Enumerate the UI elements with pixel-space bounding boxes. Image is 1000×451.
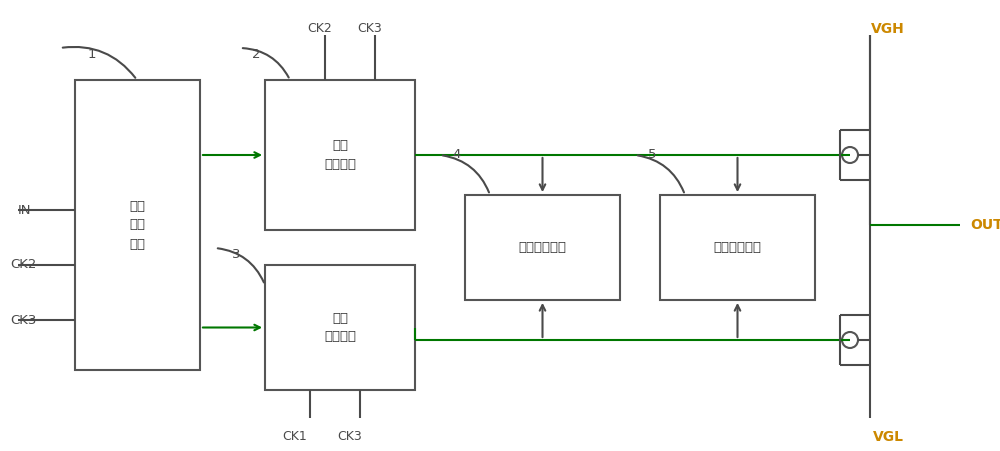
Text: CK3: CK3 xyxy=(358,22,382,35)
Text: 输入
控制
单元: 输入 控制 单元 xyxy=(130,199,146,250)
Bar xyxy=(465,195,620,300)
Text: 5: 5 xyxy=(648,148,656,161)
Text: CK2: CK2 xyxy=(10,258,36,272)
Circle shape xyxy=(842,147,858,163)
Text: 第二上拉单元: 第二上拉单元 xyxy=(714,241,762,254)
Text: 第二
下拉单元: 第二 下拉单元 xyxy=(324,312,356,344)
Text: 3: 3 xyxy=(232,248,240,261)
Text: CK1: CK1 xyxy=(283,430,307,443)
Text: VGL: VGL xyxy=(872,430,904,444)
Text: VGH: VGH xyxy=(871,22,905,36)
Bar xyxy=(75,80,200,370)
Bar xyxy=(265,265,415,390)
Bar xyxy=(660,195,815,300)
Text: CK3: CK3 xyxy=(338,430,362,443)
Bar xyxy=(265,80,415,230)
Text: 1: 1 xyxy=(88,48,96,61)
Text: 第一
下拉单元: 第一 下拉单元 xyxy=(324,139,356,171)
Text: OUT: OUT xyxy=(970,218,1000,232)
Text: 第一上拉单元: 第一上拉单元 xyxy=(518,241,566,254)
Text: IN: IN xyxy=(18,203,32,216)
Circle shape xyxy=(842,332,858,348)
Text: CK3: CK3 xyxy=(10,313,36,327)
Text: CK2: CK2 xyxy=(308,22,332,35)
Text: 2: 2 xyxy=(252,48,260,61)
Text: 4: 4 xyxy=(452,148,460,161)
